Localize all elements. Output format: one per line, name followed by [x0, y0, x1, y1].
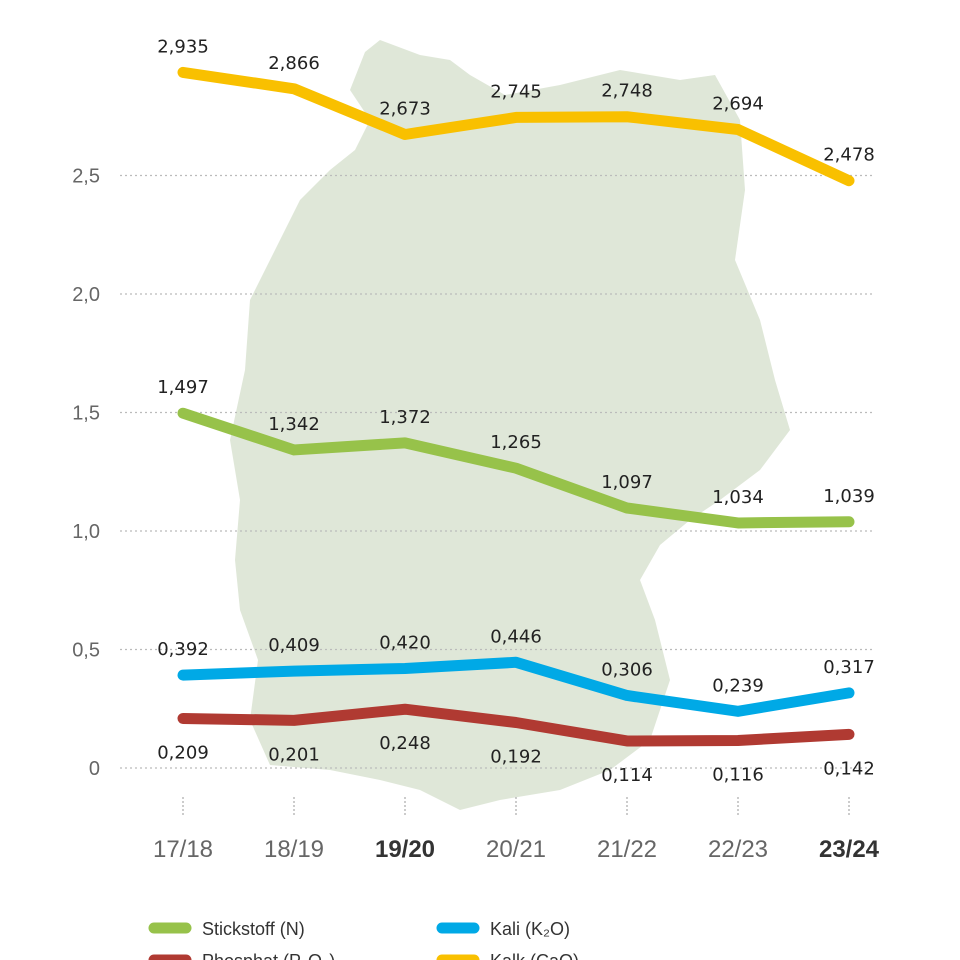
x-tick-label: 19/20	[375, 836, 435, 863]
data-label: 0,114	[601, 765, 653, 786]
data-label: 0,420	[379, 632, 431, 653]
data-label: 2,745	[490, 81, 542, 102]
series-line-3	[177, 703, 855, 747]
data-label: 0,248	[379, 733, 431, 754]
data-label: 0,317	[823, 657, 875, 678]
data-label: 0,409	[268, 635, 320, 656]
data-label: 1,265	[490, 432, 542, 453]
data-label: 2,866	[268, 53, 320, 74]
x-tick-label: 17/18	[153, 836, 213, 863]
x-tick-label: 22/23	[708, 836, 768, 863]
data-label: 0,306	[601, 659, 653, 680]
data-label: 0,239	[712, 675, 764, 696]
series-line-1	[177, 407, 855, 529]
y-tick-label: 2,0	[72, 284, 100, 306]
y-tick-label: 1,5	[72, 403, 100, 425]
data-label: 0,446	[490, 626, 542, 647]
x-tick-label: 20/21	[486, 836, 546, 863]
data-label: 0,142	[823, 758, 875, 779]
germany-map-background	[230, 40, 790, 810]
x-tick-label: 21/22	[597, 836, 657, 863]
data-label: 1,039	[823, 486, 875, 507]
y-tick-label: 1,0	[72, 521, 100, 543]
data-label: 0,116	[712, 765, 764, 786]
legend-label: Kali (K₂O)	[490, 919, 570, 939]
data-label: 2,935	[157, 36, 209, 57]
data-label: 0,201	[268, 744, 320, 765]
data-label: 1,034	[712, 487, 764, 508]
series-line-2	[177, 656, 855, 717]
data-label: 0,209	[157, 742, 209, 763]
data-label: 2,748	[601, 81, 653, 102]
data-label: 1,372	[379, 407, 431, 428]
y-tick-label: 0	[89, 758, 100, 780]
data-label: 0,392	[157, 639, 209, 660]
x-tick-label: 23/24	[819, 836, 880, 863]
data-label: 2,694	[712, 94, 764, 115]
series-line-0	[177, 66, 855, 187]
legend-label: Phosphat (P₂O₅)	[202, 951, 335, 960]
legend-label: Stickstoff (N)	[202, 919, 305, 939]
data-label: 1,097	[601, 472, 653, 493]
data-label: 1,342	[268, 414, 320, 435]
y-tick-label: 2,5	[72, 166, 100, 188]
data-label: 2,478	[823, 145, 875, 166]
data-label: 0,192	[490, 746, 542, 767]
legend-label: Kalk (CaO)	[490, 951, 579, 960]
y-tick-label: 0,5	[72, 640, 100, 662]
data-label: 1,497	[157, 377, 209, 398]
data-label: 2,673	[379, 98, 431, 119]
x-tick-label: 18/19	[264, 836, 324, 863]
